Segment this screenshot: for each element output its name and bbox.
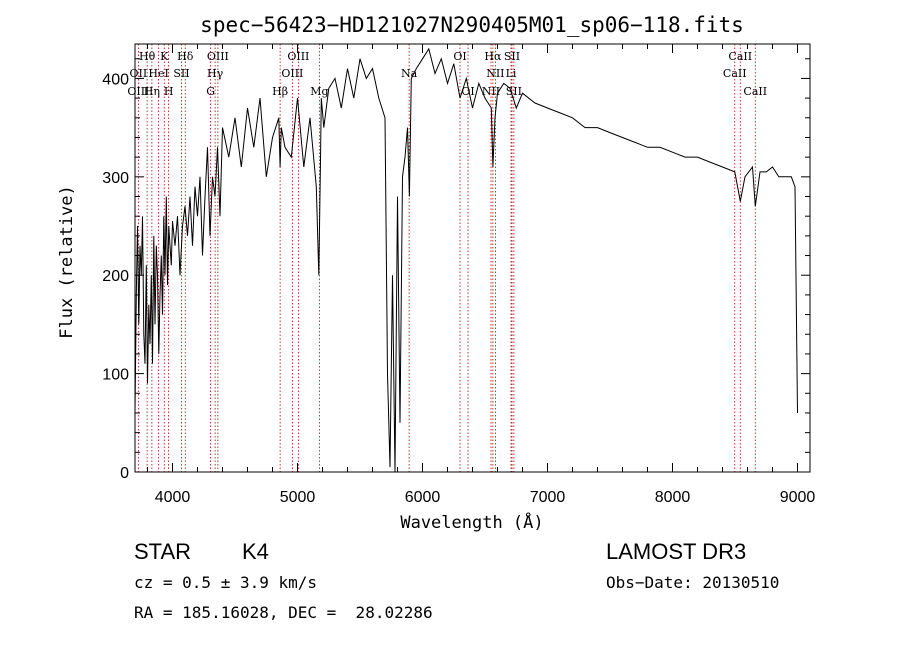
chart-title: spec−56423−HD121027N290405M01_sp06−118.f…: [200, 13, 744, 37]
x-tick-label: 6000: [405, 489, 441, 506]
line-marker-label-9: OIII: [207, 50, 229, 63]
line-marker-label-7: SII: [173, 67, 189, 80]
y-tick-label: 400: [102, 71, 129, 88]
line-marker-label-17: OI: [453, 50, 466, 63]
line-marker-label-18: OI: [461, 85, 474, 98]
line-marker-label-8: Hδ: [177, 50, 194, 63]
line-marker-label-6: H: [164, 85, 174, 98]
ra-dec-coordinates: RA = 185.16028, DEC = 28.02286: [134, 603, 433, 622]
x-tick-label: 5000: [280, 489, 316, 506]
line-marker-label-23: Li: [506, 67, 517, 80]
x-tick-label: 9000: [780, 489, 816, 506]
x-tick-label: 4000: [155, 489, 191, 506]
line-marker-label-19: Hα: [484, 50, 502, 63]
line-marker-label-3: Hη: [144, 85, 160, 98]
observation-date: Obs−Date: 20130510: [606, 573, 780, 592]
line-marker-label-2: OIII: [127, 85, 149, 98]
object-subclass: K4: [242, 539, 269, 564]
line-marker-label-10: Hγ: [207, 67, 224, 80]
x-axis-label: Wavelength (Å): [400, 511, 543, 533]
line-marker-label-0: Hθ: [139, 50, 156, 63]
line-marker-label-27: CaII: [743, 85, 767, 98]
survey-name: LAMOST DR3: [606, 539, 747, 564]
line-marker-label-25: CaII: [728, 50, 752, 63]
y-tick-label: 0: [120, 465, 129, 482]
y-tick-label: 100: [102, 367, 129, 384]
line-marker-label-14: OIII: [281, 67, 303, 80]
line-marker-label-11: G: [206, 85, 215, 98]
line-marker-label-1: OII: [130, 67, 148, 80]
redshift-velocity: cz = 0.5 ± 3.9 km/s: [134, 573, 318, 592]
line-marker-label-22: SII: [504, 50, 520, 63]
plot-frame: [134, 43, 811, 473]
y-tick-label: 200: [102, 268, 129, 285]
line-marker-label-13: OIII: [287, 50, 309, 63]
line-marker-label-12: Hβ: [272, 85, 288, 98]
y-axis-ticks: 0 100 200 300 400: [102, 58, 810, 482]
y-tick-label: 300: [102, 170, 129, 187]
line-marker-label-21: NII: [482, 85, 500, 98]
x-tick-label: 8000: [655, 489, 691, 506]
line-marker-label-5: K: [160, 50, 169, 63]
line-markers: [137, 44, 756, 472]
line-marker-label-26: CaII: [723, 67, 747, 80]
x-axis-ticks: 4000 5000 6000 7000 8000 9000: [147, 44, 816, 506]
y-axis-label: Flux (relative): [57, 185, 77, 339]
line-marker-label-4: HeI: [148, 67, 168, 80]
line-marker-label-16: Na: [401, 67, 418, 80]
line-marker-label-15: Mg: [310, 85, 328, 98]
line-marker-label-20: NII: [486, 67, 504, 80]
x-tick-label: 7000: [530, 489, 566, 506]
spectrum-line: [134, 47, 798, 473]
object-class: STAR: [134, 539, 192, 564]
